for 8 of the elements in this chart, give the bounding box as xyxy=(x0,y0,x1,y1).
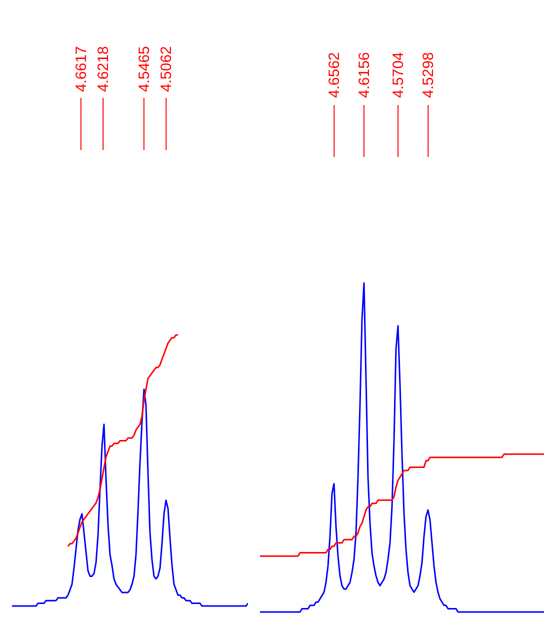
text: 4.5062 xyxy=(158,46,176,92)
text: 4.5465 xyxy=(136,46,153,92)
text: 4.6156 xyxy=(356,52,373,98)
text: 4.6218 xyxy=(95,46,112,92)
text: 4.5704 xyxy=(390,52,408,98)
text: 4.6562 xyxy=(326,52,344,98)
text: 4.5298 xyxy=(420,52,438,98)
text: 4.6617 xyxy=(72,46,90,92)
